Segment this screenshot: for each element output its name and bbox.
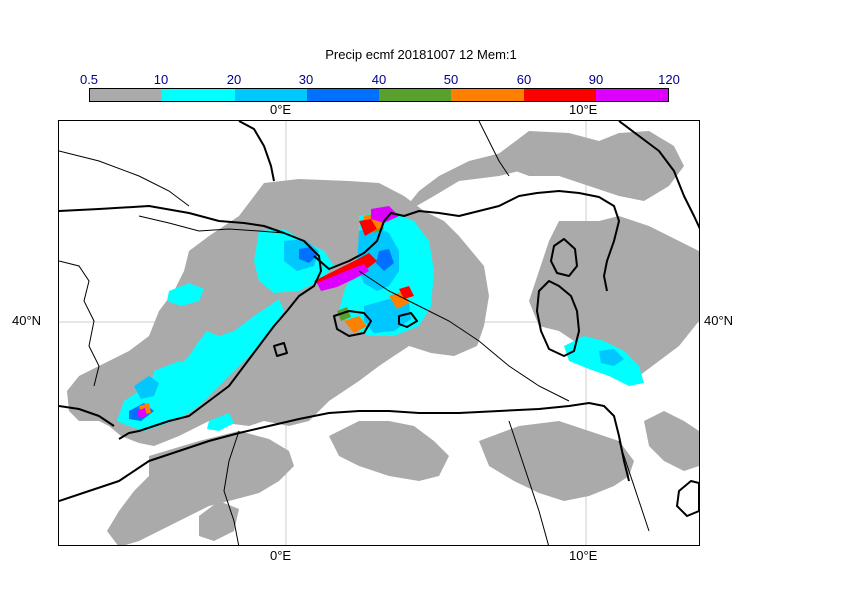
border-algeria-morocco: [223, 430, 240, 545]
colorbar-tick-label: 0.5: [79, 72, 99, 87]
colorbar-tick-label: 60: [516, 72, 532, 87]
mallorca-outline: [333, 310, 372, 337]
colorbar-swatch: [451, 89, 524, 101]
lon-label-bottom-10e: 10°E: [569, 548, 598, 563]
corsica-outline: [550, 238, 578, 277]
coastlines: [59, 121, 699, 517]
colorbar-swatch: [306, 89, 379, 101]
precip-magenta-areas: [137, 206, 399, 418]
lon-label-bottom-0e: 0°E: [270, 548, 292, 563]
menorca-outline: [398, 312, 418, 328]
lat-label-right-40n: 40°N: [704, 313, 734, 328]
colorbar-swatch: [162, 89, 235, 101]
ibiza-outline: [273, 342, 288, 357]
colorbar-swatch: [523, 89, 596, 101]
biscay-coast: [238, 121, 275, 182]
lon-label-top-10e: 10°E: [569, 102, 598, 117]
border-spain-portugal-north: [59, 150, 190, 207]
colorbar-swatch: [379, 89, 452, 101]
colorbar-tick-label: 20: [226, 72, 242, 87]
north-africa-coast: [59, 402, 630, 502]
border-spain-france: [138, 215, 285, 234]
france-italy-coast: [313, 190, 620, 292]
sicily-outline: [676, 480, 699, 517]
precip-cyan-areas: [117, 211, 644, 431]
border-spain-portugal: [59, 260, 100, 387]
colorbar-tick-label: 30: [298, 72, 314, 87]
border-algeria-morocco-tunisia: [358, 270, 570, 402]
map-title: Precip ecmf 20181007 12 Mem:1: [325, 47, 517, 62]
colorbar-swatch: [234, 89, 307, 101]
sardinia-outline: [536, 280, 580, 357]
border-france-italy: [478, 121, 510, 177]
iberia-south-coast: [59, 405, 115, 427]
colorbar-tick-label: 120: [658, 72, 680, 87]
lon-label-top-0e: 0°E: [270, 102, 292, 117]
border-tunisia-libya: [618, 440, 650, 532]
lat-label-left-40n: 40°N: [12, 313, 42, 328]
country-borders: [59, 121, 650, 545]
colorbar-tick-label: 50: [443, 72, 459, 87]
iberia-east-coast: [59, 205, 322, 440]
italy-mainland-coast: [618, 121, 699, 230]
colorbar-tick-label: 10: [153, 72, 169, 87]
map-canvas: [59, 121, 699, 545]
colorbar-swatch: [595, 89, 668, 101]
precip-map: [58, 120, 700, 546]
border-algeria-tunisia: [508, 420, 549, 545]
colorbar-tick-label: 40: [371, 72, 387, 87]
colorbar: [89, 88, 669, 102]
colorbar-tick-label: 90: [588, 72, 604, 87]
precip-grey-areas: [67, 131, 699, 545]
colorbar-swatch: [90, 89, 163, 101]
